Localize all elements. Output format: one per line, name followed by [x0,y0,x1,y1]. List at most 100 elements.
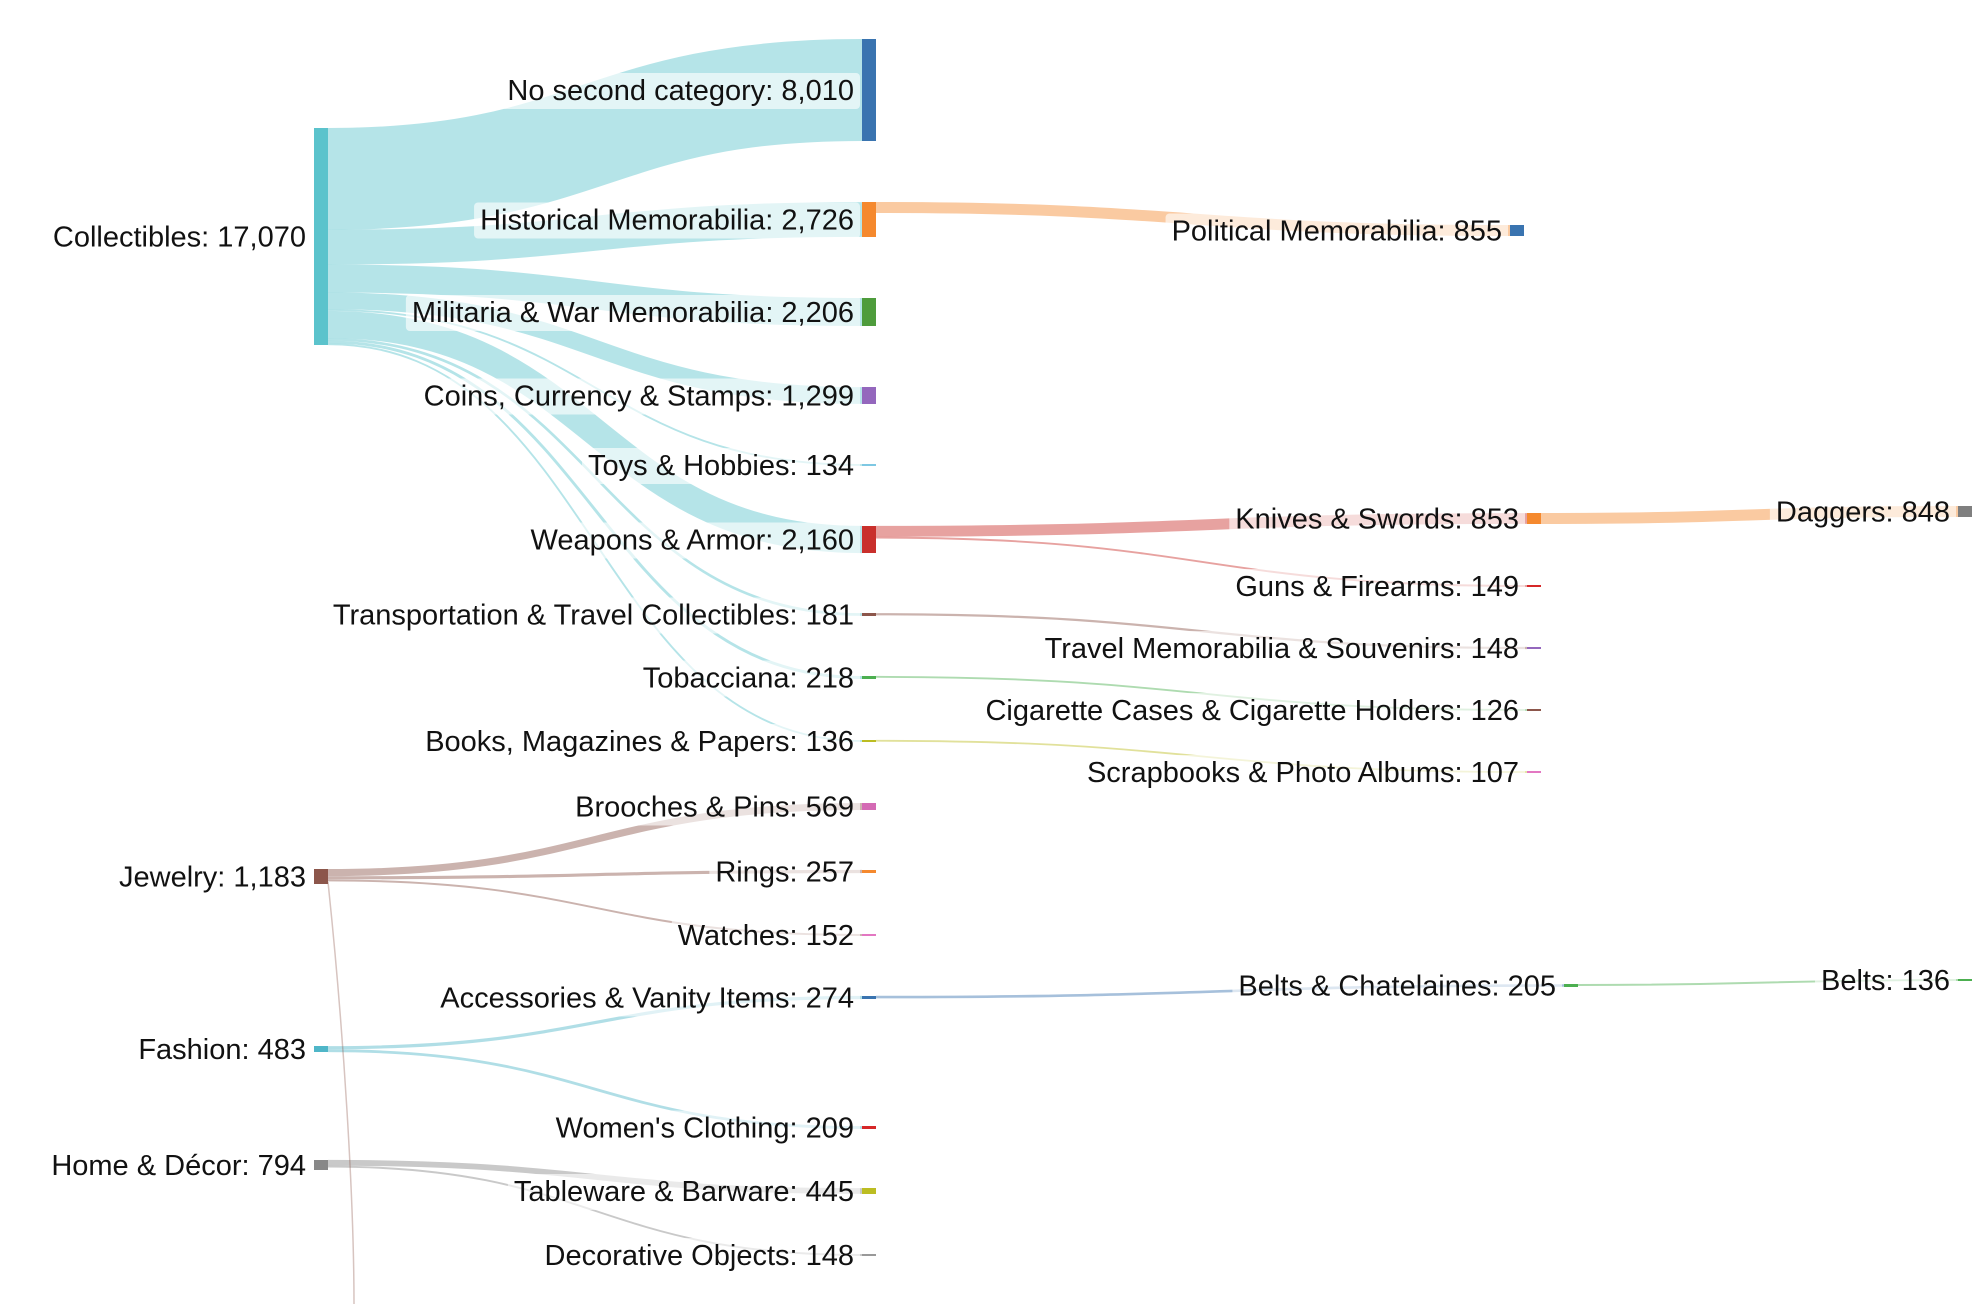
sankey-node-coins[interactable] [862,387,876,404]
sankey-label-womens: Women's Clothing: 209 [556,1113,854,1145]
sankey-label-knives: Knives & Swords: 853 [1235,504,1519,536]
sankey-label-bg [507,1174,860,1210]
node-layer [314,39,1972,1256]
sankey-label-militaria: Militaria & War Memorabilia: 2,206 [412,297,854,329]
sankey-node-cigarette[interactable] [1527,709,1541,711]
sankey-node-nosecond[interactable] [862,39,876,141]
sankey-node-jewelry[interactable] [314,869,328,884]
sankey-node-transport[interactable] [862,613,876,616]
sankey-label-bg [524,522,860,559]
sankey-label-group-political: Political Memorabilia: 855 [1165,213,1508,250]
sankey-node-books[interactable] [862,740,876,742]
sankey-node-tobacciana[interactable] [862,676,876,679]
sankey-node-womens[interactable] [862,1126,876,1129]
sankey-label-coins: Coins, Currency & Stamps: 1,299 [424,381,854,413]
sankey-label-group-belts: Belts: 136 [1815,963,1956,999]
sankey-label-decorative: Decorative Objects: 148 [545,1240,854,1272]
sankey-label-guns: Guns & Firearms: 149 [1235,571,1519,603]
sankey-node-weapons[interactable] [862,526,876,553]
sankey-label-group-guns: Guns & Firearms: 149 [1229,569,1525,605]
sankey-label-jewelry: Jewelry: 1,183 [119,862,306,894]
sankey-label-bg [474,202,860,239]
sankey-label-bg [1165,213,1508,250]
sankey-node-watches[interactable] [862,934,876,936]
sankey-label-watches: Watches: 152 [678,920,854,952]
sankey-label-scrapbooks: Scrapbooks & Photo Albums: 107 [1087,757,1519,789]
sankey-label-fashion: Fashion: 483 [138,1034,306,1066]
sankey-label-toys: Toys & Hobbies: 134 [588,450,854,482]
sankey-label-bg [1229,501,1525,538]
sankey-node-tableware[interactable] [862,1188,876,1194]
sankey-label-group-tableware: Tableware & Barware: 445 [507,1174,860,1210]
sankey-label-bg [549,1110,860,1147]
sankey-label-group-accessories: Accessories & Vanity Items: 274 [434,980,860,1017]
sankey-label-bg [709,854,860,891]
sankey-label-bg [1080,755,1525,791]
sankey-label-bg [979,693,1525,729]
sankey-label-daggers: Daggers: 848 [1776,497,1950,529]
sankey-node-fashion[interactable] [314,1046,328,1052]
sankey-node-accessories[interactable] [862,996,876,999]
sankey-label-home: Home & Décor: 794 [51,1150,306,1182]
sankey-label-brooches: Brooches & Pins: 569 [575,792,854,824]
sankey-label-bg [417,378,860,415]
sankey-node-scrapbooks[interactable] [1527,771,1541,773]
sankey-label-tableware: Tableware & Barware: 445 [514,1176,854,1208]
sankey-label-group-womens: Women's Clothing: 209 [549,1110,860,1147]
sankey-label-bg [636,660,860,697]
sankey-label-transport: Transportation & Travel Collectibles: 18… [333,600,854,632]
sankey-label-tobacciana: Tobacciana: 218 [643,663,854,695]
sankey-label-bg [1232,968,1562,1005]
sankey-link-collectibles-to-tobacciana [327,340,863,679]
sankey-label-bg [1815,963,1956,999]
sankey-node-rings[interactable] [862,870,876,873]
sankey-label-group-historical: Historical Memorabilia: 2,726 [474,202,860,239]
sankey-label-rings: Rings: 257 [715,857,854,889]
sankey-label-books: Books, Magazines & Papers: 136 [425,726,854,758]
sankey-label-group-knives: Knives & Swords: 853 [1229,501,1525,538]
sankey-label-group-collectibles: Collectibles: 17,070 [46,219,312,256]
sankey-label-group-cigarette: Cigarette Cases & Cigarette Holders: 126 [979,693,1525,729]
sankey-node-brooches[interactable] [862,803,876,810]
sankey-label-belts: Belts: 136 [1821,965,1950,997]
sankey-label-group-coins: Coins, Currency & Stamps: 1,299 [417,378,860,415]
sankey-node-home[interactable] [314,1160,328,1170]
sankey-label-group-militaria: Militaria & War Memorabilia: 2,206 [405,295,860,331]
sankey-node-political[interactable] [1510,225,1524,236]
sankey-label-bg [113,859,312,896]
sankey-label-accessories: Accessories & Vanity Items: 274 [440,983,854,1015]
sankey-node-collectibles[interactable] [314,128,328,345]
sankey-label-bg [405,295,860,331]
sankey-label-group-brooches: Brooches & Pins: 569 [569,789,860,826]
sankey-label-travelmem: Travel Memorabilia & Souvenirs: 148 [1045,633,1519,665]
sankey-label-bg [419,724,860,760]
sankey-node-daggers[interactable] [1958,506,1972,517]
sankey-label-group-home: Home & Décor: 794 [45,1148,312,1184]
sankey-node-militaria[interactable] [862,298,876,326]
sankey-label-bg [569,789,860,826]
sankey-node-historical[interactable] [862,202,876,237]
label-layer: Collectibles: 17,070 Jewelry: 1,183 Fashio… [45,73,1956,1274]
sankey-label-group-decorative: Decorative Objects: 148 [538,1238,860,1274]
sankey-label-weapons: Weapons & Armor: 2,160 [531,525,854,557]
sankey-node-belts_chat[interactable] [1564,984,1578,987]
sankey-node-travelmem[interactable] [1527,647,1541,649]
sankey-node-belts[interactable] [1958,979,1972,981]
sankey-label-cigarette: Cigarette Cases & Cigarette Holders: 126 [985,695,1519,727]
sankey-label-group-jewelry: Jewelry: 1,183 [113,859,312,896]
sankey-label-group-belts_chat: Belts & Chatelaines: 205 [1232,968,1562,1005]
sankey-label-group-scrapbooks: Scrapbooks & Photo Albums: 107 [1080,755,1525,791]
sankey-label-group-rings: Rings: 257 [709,854,860,891]
sankey-label-bg [582,448,860,484]
sankey-node-guns[interactable] [1527,585,1541,587]
sankey-label-bg [132,1032,312,1068]
sankey-label-group-tobacciana: Tobacciana: 218 [636,660,860,697]
sankey-node-decorative[interactable] [862,1254,876,1256]
sankey-label-historical: Historical Memorabilia: 2,726 [480,205,854,237]
sankey-label-bg [45,1148,312,1184]
sankey-label-bg [1229,569,1525,605]
sankey-label-bg [671,918,860,954]
sankey-node-toys[interactable] [862,464,876,466]
sankey-node-knives[interactable] [1527,513,1541,524]
sankey-label-group-nosecond: No second category: 8,010 [501,73,860,109]
